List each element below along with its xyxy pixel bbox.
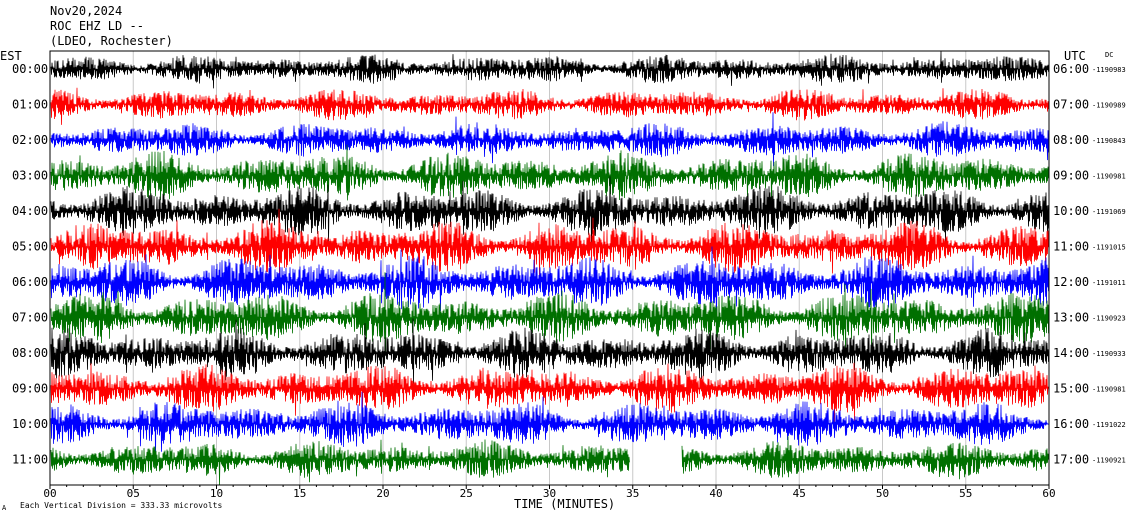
footer-mark: A (2, 504, 7, 512)
x-tick-label: 35 (626, 487, 639, 500)
dc-offset-label: -1190989 (1092, 102, 1126, 110)
utc-time-label: 09:00 (1053, 169, 1089, 183)
trace-line (50, 318, 1049, 385)
dc-offset-label: -1191022 (1092, 421, 1126, 429)
utc-time-label: 08:00 (1053, 133, 1089, 147)
dc-offset-label: -1191011 (1092, 279, 1126, 287)
x-tick-label: 20 (376, 487, 389, 500)
seismic-traces (50, 51, 1049, 485)
x-tick-label: 15 (293, 487, 306, 500)
x-ticks: 00 05 10 15 20 25 30 35 40 45 50 55 60 (43, 485, 1056, 500)
station-label: ROC EHZ LD -- (50, 19, 144, 33)
est-label: EST (0, 49, 22, 63)
utc-time-label: 13:00 (1053, 311, 1089, 325)
trace-line (50, 362, 1049, 425)
trace-line (50, 246, 1049, 317)
est-time-label: 11:00 (12, 453, 48, 467)
x-tick-label: 25 (460, 487, 473, 500)
trace-line (50, 391, 1049, 460)
utc-time-label: 14:00 (1053, 346, 1089, 360)
utc-time-label: 10:00 (1053, 204, 1089, 218)
dc-offset-label: -1191069 (1092, 208, 1126, 216)
utc-time-label: 11:00 (1053, 240, 1089, 254)
dc-label: DC (1105, 51, 1113, 59)
dc-offset-label: -1191015 (1092, 244, 1126, 252)
trace-line (50, 208, 1049, 280)
utc-time-label: 12:00 (1053, 275, 1089, 289)
network-label: (LDEO, Rochester) (50, 34, 173, 48)
dc-offset-label: -1190921 (1092, 457, 1126, 465)
trace-line (50, 112, 1049, 167)
grid-lines (132, 51, 967, 485)
x-tick-label: 05 (127, 487, 140, 500)
footer-note: Each Vertical Division = 333.33 microvol… (20, 501, 222, 510)
est-time-label: 06:00 (12, 275, 48, 289)
trace-line (50, 87, 1049, 125)
utc-time-label: 07:00 (1053, 98, 1089, 112)
date-label: Nov20,2024 (50, 4, 123, 18)
est-time-label: 10:00 (12, 417, 48, 431)
trace-line (50, 272, 1049, 356)
est-time-label: 02:00 (12, 133, 48, 147)
x-tick-label: 60 (1042, 487, 1055, 500)
x-tick-label: 40 (709, 487, 722, 500)
est-time-label: 09:00 (12, 382, 48, 396)
trace-line (50, 51, 1049, 89)
x-tick-label: 30 (543, 487, 556, 500)
x-tick-label: 50 (876, 487, 889, 500)
est-time-label: 00:00 (12, 62, 48, 76)
est-time-label: 08:00 (12, 346, 48, 360)
trace-line (50, 176, 1049, 248)
dc-offset-label: -1190923 (1092, 315, 1126, 323)
est-time-label: 04:00 (12, 204, 48, 218)
est-time-label: 03:00 (12, 169, 48, 183)
x-tick-label: 10 (210, 487, 223, 500)
trace-line (50, 436, 1049, 485)
x-axis-label: TIME (MINUTES) (514, 497, 615, 511)
est-time-label: 01:00 (12, 98, 48, 112)
dc-offset-label: -1190981 (1092, 173, 1126, 181)
est-time-label: 07:00 (12, 311, 48, 325)
utc-time-label: 06:00 (1053, 62, 1089, 76)
est-time-label: 05:00 (12, 240, 48, 254)
x-tick-label: 55 (959, 487, 972, 500)
x-tick-label: 00 (43, 487, 56, 500)
dc-offset-label: -1190981 (1092, 386, 1126, 394)
utc-time-label: 17:00 (1053, 453, 1089, 467)
x-tick-label: 45 (793, 487, 806, 500)
utc-label: UTC (1064, 49, 1086, 63)
dc-offset-label: -1190843 (1092, 137, 1126, 145)
dc-offset-label: -1190933 (1092, 350, 1126, 358)
dc-offset-label: -1190983 (1092, 66, 1126, 74)
trace-line (50, 144, 1049, 204)
utc-time-label: 16:00 (1053, 417, 1089, 431)
utc-time-label: 15:00 (1053, 382, 1089, 396)
